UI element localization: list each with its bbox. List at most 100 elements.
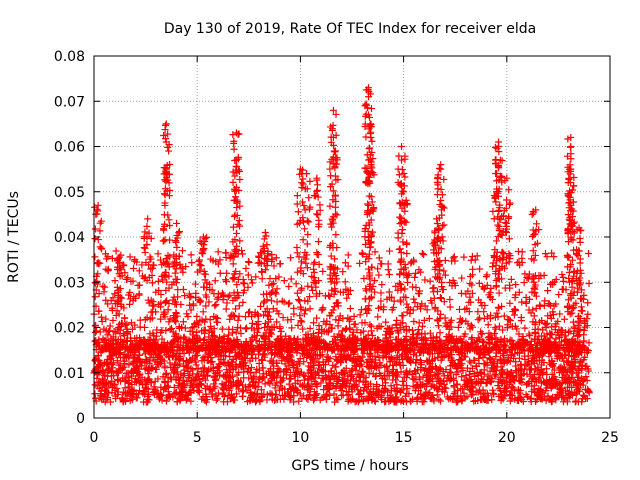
data-point [149, 329, 157, 337]
data-point [249, 374, 257, 382]
data-point [401, 260, 409, 268]
data-point [374, 343, 382, 351]
data-point [443, 393, 451, 401]
data-point [417, 305, 425, 313]
data-point [449, 346, 457, 354]
data-point [492, 267, 500, 275]
data-point [244, 283, 252, 291]
data-point [261, 345, 269, 353]
data-point [250, 332, 258, 340]
data-point [361, 233, 369, 241]
data-point [411, 367, 419, 375]
data-point [428, 356, 436, 364]
data-point [417, 366, 425, 374]
data-point [284, 316, 292, 324]
data-point [100, 325, 108, 333]
data-point [141, 244, 149, 252]
data-point [404, 278, 412, 286]
data-point [227, 373, 235, 381]
data-point [339, 391, 347, 399]
data-point [461, 341, 469, 349]
data-point [179, 265, 187, 273]
data-point [132, 339, 140, 347]
data-point [273, 318, 281, 326]
data-point [565, 361, 573, 369]
data-point [347, 385, 355, 393]
data-point [91, 253, 99, 261]
data-point [233, 212, 241, 220]
data-point [224, 368, 232, 376]
data-point [341, 353, 349, 361]
data-point [564, 383, 572, 391]
data-point [264, 312, 272, 320]
data-point [399, 377, 407, 385]
data-point [160, 338, 168, 346]
data-point [395, 279, 403, 287]
data-point [506, 281, 514, 289]
data-point [353, 397, 361, 405]
data-point [471, 256, 479, 264]
data-point [186, 301, 194, 309]
data-point [457, 385, 465, 393]
data-point [248, 279, 256, 287]
data-point [387, 354, 395, 362]
data-point [280, 298, 288, 306]
data-point [293, 268, 301, 276]
data-point [499, 351, 507, 359]
data-point [418, 398, 426, 406]
data-point [235, 302, 243, 310]
data-point [232, 267, 240, 275]
data-point [534, 363, 542, 371]
data-point [399, 238, 407, 246]
data-point [415, 266, 423, 274]
data-point [349, 331, 357, 339]
data-point [339, 268, 347, 276]
data-point [205, 298, 213, 306]
data-point [367, 162, 375, 170]
data-point [496, 355, 504, 363]
data-point [214, 389, 222, 397]
data-point [536, 301, 544, 309]
data-point [151, 357, 159, 365]
data-point [260, 299, 268, 307]
data-point [530, 273, 538, 281]
data-point [164, 176, 172, 184]
data-point [306, 391, 314, 399]
data-point [495, 289, 503, 297]
data-point [102, 250, 110, 258]
data-point [310, 265, 318, 273]
data-point [172, 376, 180, 384]
data-point [305, 380, 313, 388]
data-point [104, 394, 112, 402]
data-point [528, 210, 536, 218]
data-point [420, 335, 428, 343]
data-point [107, 337, 115, 345]
data-point [480, 308, 488, 316]
data-point [247, 369, 255, 377]
data-point [218, 289, 226, 297]
data-point [554, 346, 562, 354]
data-point [190, 387, 198, 395]
data-point [172, 353, 180, 361]
data-point [566, 170, 574, 178]
data-point [564, 211, 572, 219]
data-point [290, 372, 298, 380]
data-point [159, 373, 167, 381]
data-point [485, 329, 493, 337]
data-point [111, 392, 119, 400]
data-point [318, 326, 326, 334]
data-point [311, 351, 319, 359]
data-point [375, 254, 383, 262]
data-point [362, 221, 370, 229]
data-point [162, 268, 170, 276]
data-point [521, 355, 529, 363]
data-point [206, 286, 214, 294]
data-point [156, 395, 164, 403]
data-point [117, 319, 125, 327]
data-point [568, 374, 576, 382]
data-point [234, 316, 242, 324]
data-point [282, 366, 290, 374]
data-point [364, 104, 372, 112]
data-point [115, 350, 123, 358]
data-point [308, 334, 315, 342]
